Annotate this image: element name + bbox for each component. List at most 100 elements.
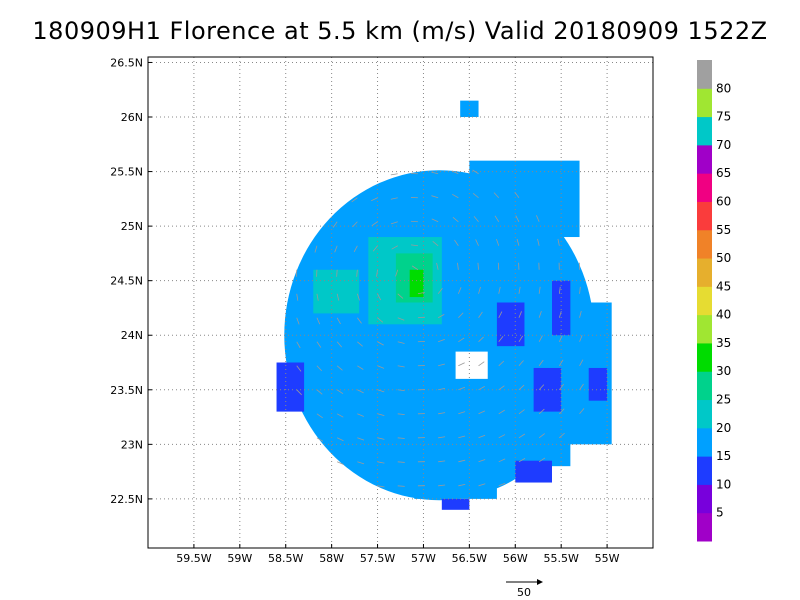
wind-vector xyxy=(438,339,445,343)
field-cell xyxy=(552,280,571,336)
wind-vector xyxy=(377,317,384,323)
x-tick-label: 59.5W xyxy=(176,552,211,565)
wind-vector xyxy=(536,215,540,222)
wind-vector xyxy=(518,311,522,318)
wind-vector xyxy=(296,317,300,325)
colorbar-label: 70 xyxy=(716,138,731,152)
wind-vector xyxy=(377,437,385,440)
wind-vector xyxy=(558,335,563,342)
field-cell xyxy=(386,182,479,232)
colorbar-swatch xyxy=(697,512,712,542)
colorbar-swatch xyxy=(697,116,712,146)
wind-vector xyxy=(336,317,341,325)
wind-vector xyxy=(537,238,540,246)
wind-vector xyxy=(518,286,521,294)
x-tick-label: 55W xyxy=(595,552,620,565)
colorbar-label: 55 xyxy=(716,223,731,237)
wind-vector xyxy=(498,482,506,487)
wind-vector xyxy=(458,337,465,343)
wind-vector xyxy=(316,437,324,442)
wind-vector xyxy=(472,169,479,175)
y-axis: 22.5N 23N 23.5N 24N 24.5N 25N 25.5N 26N 26.5N xyxy=(110,56,152,506)
wind-vector xyxy=(538,286,541,294)
wind-vector xyxy=(376,269,378,277)
wind-vector xyxy=(377,365,385,369)
wind-vector xyxy=(538,408,545,415)
wind-vector xyxy=(438,363,446,367)
wind-vector xyxy=(496,239,500,246)
wind-vector xyxy=(296,293,299,301)
wind-vector xyxy=(478,459,486,463)
wind-vector xyxy=(473,216,479,223)
y-tick-label: 25N xyxy=(121,220,143,233)
colorbar-swatch xyxy=(697,286,712,316)
wind-vector xyxy=(458,435,466,439)
y-tick-label: 23N xyxy=(121,438,143,451)
colorbar-label: 75 xyxy=(716,110,731,124)
wind-vector xyxy=(438,436,446,439)
field-cell xyxy=(313,269,360,314)
wind-vector xyxy=(494,215,500,222)
wind-vector xyxy=(579,408,585,415)
wind-vector xyxy=(377,341,384,346)
wind-vector xyxy=(436,262,439,270)
wind-vector xyxy=(458,312,464,319)
wind-vector xyxy=(438,484,446,487)
x-tick-label: 56W xyxy=(503,552,528,565)
field-cell xyxy=(515,460,552,483)
colorbar-label: 30 xyxy=(716,364,731,378)
reference-label: 50 xyxy=(517,586,531,599)
wind-vector xyxy=(518,409,525,415)
y-tick-label: 22.5N xyxy=(110,493,143,506)
x-tick-label: 56.5W xyxy=(452,552,487,565)
wind-vector xyxy=(316,293,319,301)
wind-vector xyxy=(316,389,323,395)
wind-vector xyxy=(432,241,439,247)
colorbar-swatch xyxy=(697,229,712,259)
wind-vector xyxy=(437,314,445,319)
wind-vector xyxy=(498,336,504,343)
wind-vector xyxy=(336,389,344,395)
x-tick-label: 57.5W xyxy=(360,552,395,565)
field-gap xyxy=(455,351,488,379)
wind-vector xyxy=(475,239,479,246)
colorbar-swatch xyxy=(697,258,712,287)
wind-vector xyxy=(498,409,505,415)
wind-vector xyxy=(515,215,520,222)
wind-vector xyxy=(478,386,485,391)
wind-vector xyxy=(478,361,485,367)
wind-vector xyxy=(458,362,465,367)
plot-frame xyxy=(147,56,654,549)
wind-vector xyxy=(518,458,526,463)
colorbar-swatch xyxy=(697,371,712,401)
wind-vector xyxy=(458,411,466,415)
wind-vector xyxy=(438,412,446,415)
wind-vector xyxy=(457,262,459,270)
colorbar-label: 50 xyxy=(716,251,731,265)
wind-vector xyxy=(431,171,439,175)
wind-vector xyxy=(334,245,338,253)
wind-vector xyxy=(518,433,526,439)
wind-vector xyxy=(559,432,565,439)
wind-vector xyxy=(579,359,584,366)
wind-vector xyxy=(357,317,362,324)
wind-vector xyxy=(356,293,360,301)
wind-vector xyxy=(478,434,486,439)
colorbar: 5 10 15 20 25 30 35 40 45 50 55 60 65 70 75 80 xyxy=(697,60,731,542)
wind-vector xyxy=(458,386,466,391)
wind-vector xyxy=(478,336,484,343)
colorbar-label: 40 xyxy=(716,308,731,322)
wind-vector xyxy=(559,408,565,415)
y-tick-label: 26N xyxy=(121,111,143,124)
wind-vector xyxy=(431,218,439,223)
wind-vector xyxy=(498,458,506,463)
wind-vector xyxy=(316,365,323,372)
wind-vector xyxy=(579,310,582,318)
wind-vector xyxy=(514,191,520,198)
wind-vector xyxy=(357,437,365,441)
wind-vector xyxy=(397,413,405,416)
wind-vector xyxy=(538,384,545,391)
wind-vector xyxy=(458,483,466,487)
colorbar-swatch xyxy=(697,427,712,457)
wind-vector xyxy=(371,221,378,227)
